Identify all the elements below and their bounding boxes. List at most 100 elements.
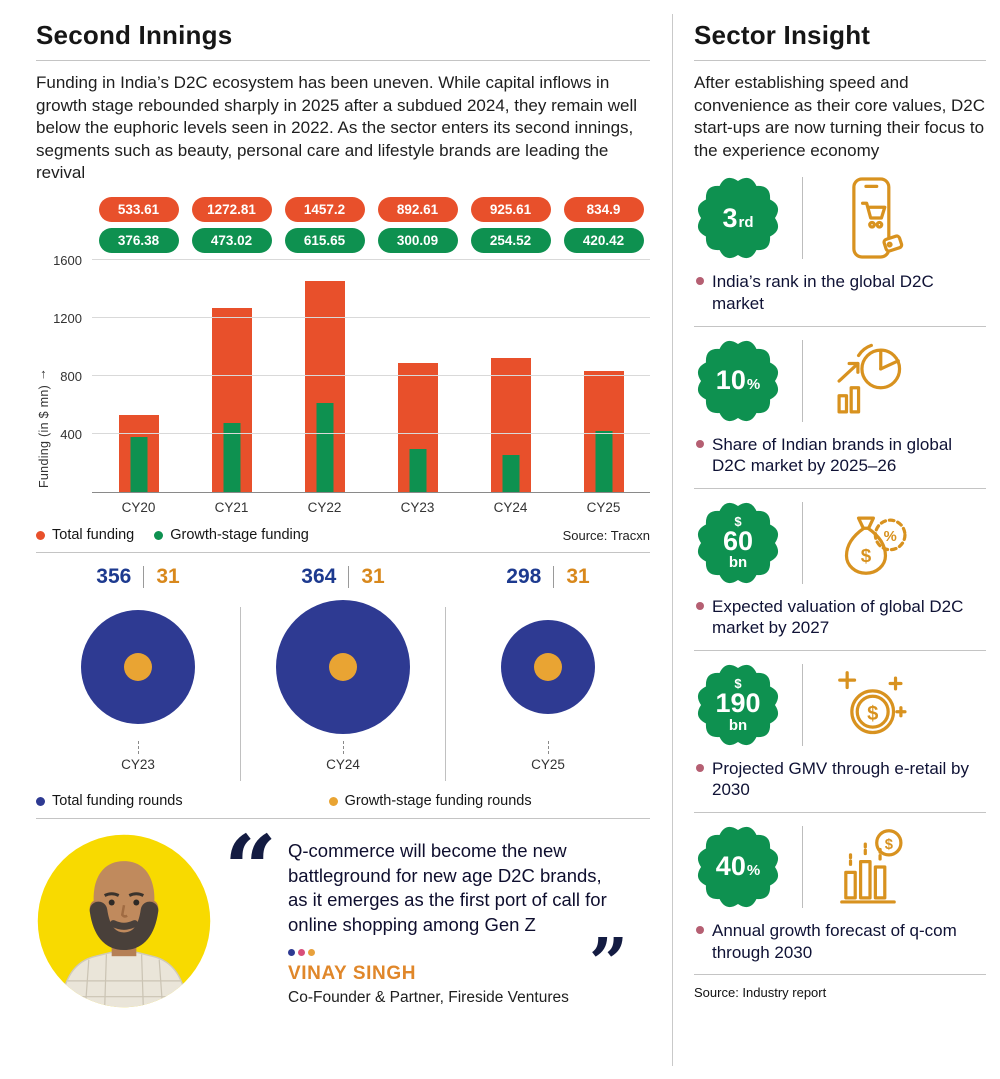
badge-text: $ 190 bn xyxy=(694,661,782,749)
total-rounds-bubble xyxy=(501,620,595,715)
open-quote-icon: “ xyxy=(224,815,277,924)
badge-value: 3 xyxy=(722,202,738,233)
growth-funding-value-pill: 473.02 xyxy=(191,228,272,254)
sidebar-source: Source: Industry report xyxy=(694,985,827,1001)
gridline xyxy=(92,259,650,261)
pill-cell: 1457.2 xyxy=(278,197,371,223)
insight-stat-row: 3 rd xyxy=(694,174,986,262)
divider xyxy=(802,501,803,584)
bar-column xyxy=(185,260,278,493)
bar-column xyxy=(371,260,464,493)
badge-prefix: $ xyxy=(734,513,742,529)
total-rounds-value: 298 xyxy=(506,565,542,589)
badge-seal-icon xyxy=(697,340,779,421)
divider xyxy=(802,177,803,260)
x-axis-label: CY21 xyxy=(214,500,249,516)
growth-funding-value-pill: 376.38 xyxy=(98,228,179,254)
pie-growth-icon xyxy=(827,338,913,424)
leader-line xyxy=(342,741,344,755)
growth-rounds-value: 31 xyxy=(156,565,180,589)
sector-insight-column: Sector Insight After establishing speed … xyxy=(694,20,986,1000)
insight-stat-row: $ 60 bn xyxy=(694,499,986,587)
bar-column xyxy=(464,260,557,493)
phone-cart-icon xyxy=(827,175,913,261)
bullet-icon xyxy=(696,926,704,935)
sidebar-title: Sector Insight xyxy=(694,20,871,50)
total-funding-value-pill: 1272.81 xyxy=(191,197,272,223)
bubble-area xyxy=(81,593,195,741)
insight-caption: Annual growth forecast of q-com through … xyxy=(694,920,986,963)
growth-funding-value-pill: 615.65 xyxy=(284,228,365,254)
growth-funding-bar xyxy=(223,423,240,493)
bubble-area xyxy=(276,593,410,741)
total-funding-legend-icon xyxy=(36,530,45,540)
growth-funding-bar xyxy=(130,437,147,493)
badge-value-line: 10 % xyxy=(716,366,760,395)
bubble-area xyxy=(501,593,595,741)
bullet-icon xyxy=(696,439,704,448)
insight-caption: Share of Indian brands in global D2C mar… xyxy=(694,434,986,477)
bars-container xyxy=(92,260,650,493)
total-funding-value-pill: 892.61 xyxy=(377,197,458,223)
badge-text: $ 60 bn xyxy=(694,499,782,587)
pill-cell: 420.42 xyxy=(557,228,650,254)
pill-cell: 376.38 xyxy=(92,228,185,254)
x-axis-label: CY24 xyxy=(493,500,528,516)
bubble-group: 298 31 CY25 xyxy=(446,565,650,781)
bar-dollar-icon xyxy=(827,824,913,910)
pill-cell: 473.02 xyxy=(185,228,278,254)
speaker-role: Co-Founder & Partner, Fireside Ventures xyxy=(288,989,569,1007)
x-axis-labels: CY20 CY21 CY22 CY23 CY24 CY25 xyxy=(92,500,650,515)
bubble-values: 356 31 xyxy=(96,565,180,589)
total-funding-value-pill: 925.61 xyxy=(470,197,551,223)
total-funding-value-pill: 1457.2 xyxy=(284,197,365,223)
legend-growth-funding: Growth-stage funding xyxy=(154,527,309,543)
legend-total-funding: Total funding xyxy=(36,527,134,543)
badge-text: 10 % xyxy=(694,337,782,425)
total-rounds-legend-icon xyxy=(36,796,45,806)
pill-cell: 615.65 xyxy=(278,228,371,254)
stat-badge: 3 rd xyxy=(694,174,782,262)
growth-rounds-value: 31 xyxy=(361,565,385,589)
x-axis-label: CY25 xyxy=(586,500,621,516)
badge-value: 40 xyxy=(715,851,746,882)
badge-text: 40 % xyxy=(694,823,782,911)
growth-rounds-bubble xyxy=(124,653,152,682)
badge-value: 190 xyxy=(715,688,761,719)
bubble-legend: Total funding rounds Growth-stage fundin… xyxy=(36,793,650,809)
insight-caption: Projected GMV through e-retail by 2030 xyxy=(694,758,986,801)
growth-funding-legend-icon xyxy=(154,530,164,540)
insight-text: Expected valuation of global D2C market … xyxy=(712,596,964,638)
intro-text: Funding in India’s D2C ecosystem has bee… xyxy=(36,73,638,183)
y-axis-tick-label: 1200 xyxy=(53,311,82,327)
growth-rounds-bubble xyxy=(534,653,562,682)
legend-label: Total funding rounds xyxy=(52,793,183,810)
quote-section: “ Q-commerce will become the new battleg… xyxy=(36,815,650,1009)
bullet-icon xyxy=(696,763,704,772)
badge-seal-icon xyxy=(697,826,779,908)
insight-text: Projected GMV through e-retail by 2030 xyxy=(712,758,970,800)
insight-text: India’s rank in the global D2C market xyxy=(712,272,934,314)
leader-line xyxy=(547,741,549,755)
insight-item: $ 190 bn Projected GMV through e-retail … xyxy=(694,661,986,814)
legend-growth-rounds: Growth-stage funding rounds xyxy=(328,793,532,809)
insight-list: 3 rd India’s rank in the global D2C mark… xyxy=(694,174,986,976)
badge-suffix: rd xyxy=(738,213,754,231)
legend-label: Growth-stage funding xyxy=(170,527,309,544)
total-funding-labels-row: 533.61 1272.81 1457.2 892.61 925.61 834.9 xyxy=(92,197,650,223)
divider xyxy=(694,974,986,976)
growth-funding-value-pill: 300.09 xyxy=(377,228,458,254)
bubble-values: 298 31 xyxy=(506,565,590,589)
x-axis-label: CY20 xyxy=(121,500,156,516)
growth-rounds-value: 31 xyxy=(566,565,590,589)
insight-item: $ 60 bn Expected valuation of global D2C… xyxy=(694,499,986,651)
gridline xyxy=(92,317,650,319)
close-quote-icon: ” xyxy=(588,924,628,1005)
total-rounds-bubble xyxy=(81,610,195,725)
total-rounds-value: 356 xyxy=(96,565,132,589)
insight-text: Annual growth forecast of q-com through … xyxy=(712,921,957,962)
stat-badge: $ 190 bn xyxy=(694,661,782,749)
divider xyxy=(36,818,650,820)
divider xyxy=(694,649,986,651)
